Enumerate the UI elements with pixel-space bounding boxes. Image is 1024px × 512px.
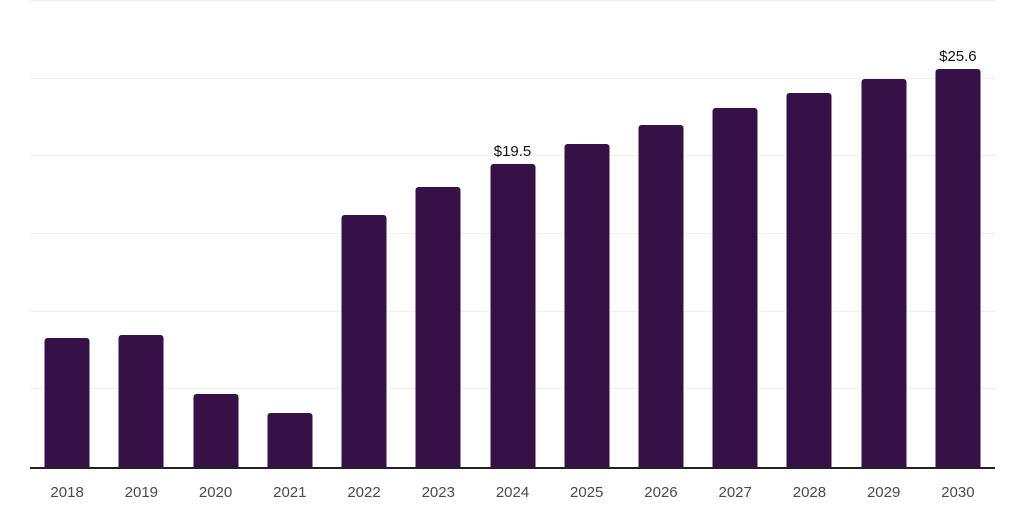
bar-value-label-2030: $25.6 xyxy=(939,48,977,66)
x-tick-label-2024: 2024 xyxy=(495,484,530,501)
bar-2029 xyxy=(861,78,907,467)
bar-2023 xyxy=(415,187,461,467)
gridline-25 xyxy=(30,77,995,79)
x-tick-label-2030: 2030 xyxy=(941,484,975,501)
bar-2019 xyxy=(118,334,164,467)
x-tick-label-2018: 2018 xyxy=(50,484,84,501)
x-tick-label-2020: 2020 xyxy=(198,484,233,501)
x-tick-label-2026: 2026 xyxy=(644,484,678,501)
x-tick-label-2027: 2027 xyxy=(718,484,752,501)
bar-2021 xyxy=(267,412,313,467)
bar-2025 xyxy=(564,143,610,467)
bar-2026 xyxy=(638,125,684,467)
plot-area: $19.5 $25.6 xyxy=(30,0,995,469)
x-tick-label-2019: 2019 xyxy=(124,484,159,501)
x-tick-label-2022: 2022 xyxy=(347,484,381,501)
bar-2020 xyxy=(193,394,239,467)
bar-2027 xyxy=(712,108,758,467)
x-tick-label-2028: 2028 xyxy=(792,484,827,501)
bar-2018 xyxy=(44,338,90,467)
bars: $19.5 $25.6 xyxy=(30,1,995,467)
x-tick-label-2029: 2029 xyxy=(866,484,901,501)
bar-2022 xyxy=(341,215,387,467)
bar-2030: $25.6 xyxy=(935,48,981,467)
x-tick-label-2023: 2023 xyxy=(421,484,455,501)
x-tick-label-2021: 2021 xyxy=(273,484,307,501)
gridline-30 xyxy=(30,0,995,1)
bar-value-label-2024: $19.5 xyxy=(493,143,532,161)
x-tick-label-2025: 2025 xyxy=(570,484,604,501)
bar-2028 xyxy=(786,92,832,467)
bar-2024: $19.5 xyxy=(490,143,535,467)
gridline-20 xyxy=(30,155,995,157)
x-axis-labels: 2018 2019 2020 2021 2022 2023 2024 2025 2026 2027… xyxy=(30,483,995,505)
